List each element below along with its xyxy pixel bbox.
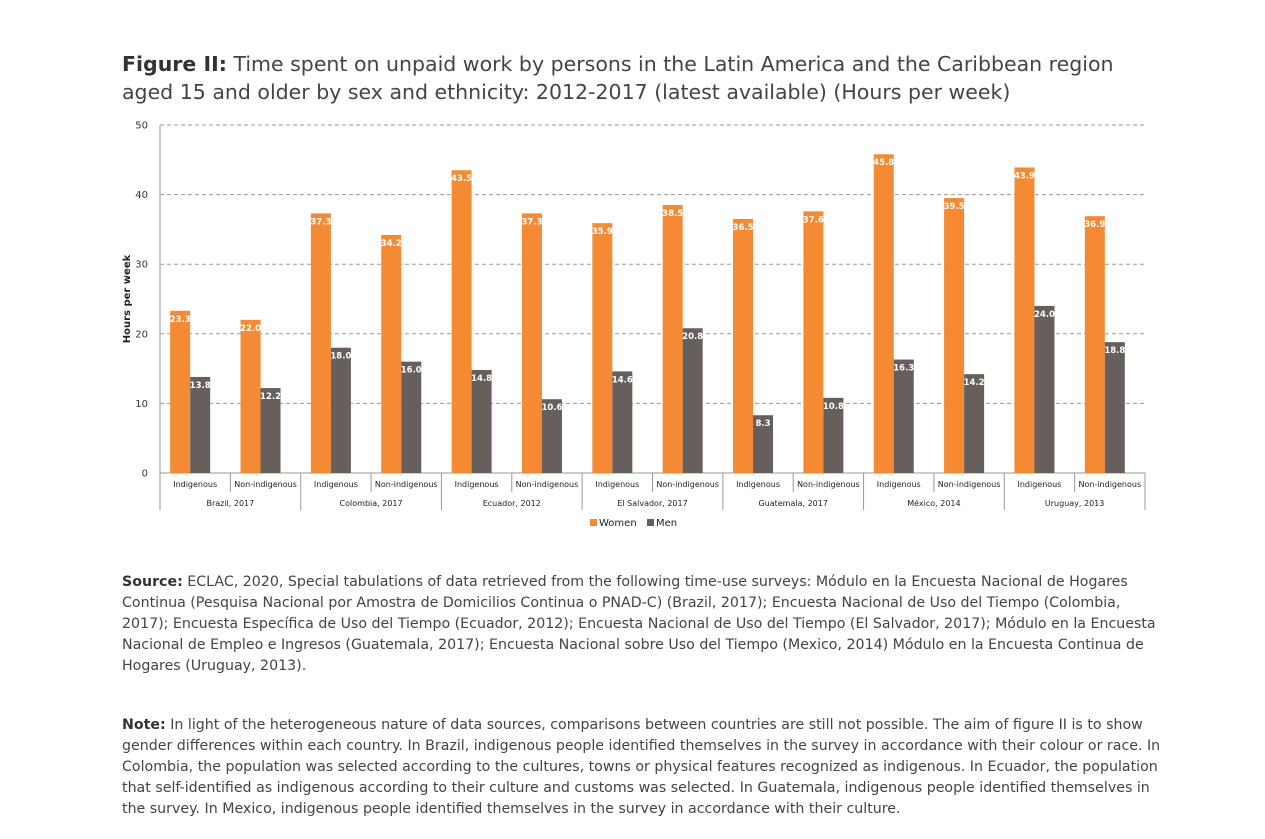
data-label: 34.2 (381, 239, 402, 249)
bar-women (381, 234, 402, 473)
data-label: 36.5 (733, 223, 754, 233)
data-label: 10.8 (823, 402, 844, 412)
bar-women (662, 205, 683, 473)
x-tick-label: Non-indigenous (938, 480, 1001, 489)
data-label: 38.5 (662, 209, 683, 219)
source-label: Source: (122, 574, 183, 590)
x-tick-label: Indigenous (1017, 480, 1061, 489)
data-label: 14.2 (964, 378, 985, 388)
data-label: 36.9 (1084, 220, 1105, 230)
y-tick-label: 30 (135, 260, 148, 271)
data-label: 23.3 (170, 315, 191, 325)
bar-men (260, 388, 281, 473)
y-tick-label: 40 (135, 190, 148, 201)
bar-women (310, 213, 331, 473)
data-label: 16.0 (401, 366, 422, 376)
figure-title: Figure II: Time spent on unpaid work by … (122, 50, 1162, 106)
bar-men (401, 361, 422, 473)
group-label: El Salvador, 2017 (617, 499, 687, 508)
group-label: Guatemala, 2017 (758, 499, 828, 508)
bar-women (873, 154, 894, 473)
legend-swatch-women (590, 519, 597, 526)
group-label: México, 2014 (907, 498, 960, 508)
bar-men (964, 374, 985, 473)
bar-women (240, 319, 261, 473)
bar-women (521, 213, 542, 473)
bar-men (471, 369, 492, 473)
bar-women (451, 170, 472, 474)
data-label: 10.6 (541, 403, 562, 413)
x-tick-label: Indigenous (595, 480, 639, 489)
data-label: 20.8 (682, 332, 703, 342)
data-label: 39.5 (944, 202, 965, 212)
y-axis-label: Hours per week (122, 254, 133, 343)
data-label: 16.3 (893, 364, 914, 374)
legend-label-men: Men (656, 518, 677, 529)
data-label: 22.0 (240, 324, 261, 334)
x-tick-label: Non-indigenous (797, 480, 860, 489)
bar-men (823, 397, 844, 473)
y-tick-label: 50 (135, 121, 148, 132)
figure-title-text: Time spent on unpaid work by persons in … (122, 52, 1114, 104)
x-tick-label: Indigenous (877, 480, 921, 489)
bar-men (753, 415, 774, 473)
group-label: Uruguay, 2013 (1045, 499, 1104, 508)
group-label: Ecuador, 2012 (483, 499, 541, 508)
bar-women (592, 223, 613, 473)
bar-men (190, 376, 211, 473)
source-paragraph: Source: ECLAC, 2020, Special tabulations… (122, 572, 1162, 677)
bar-men (1104, 342, 1125, 473)
y-tick-label: 10 (135, 399, 148, 410)
data-label: 37.6 (803, 215, 824, 225)
data-label: 37.3 (521, 217, 542, 227)
data-label: 14.8 (471, 374, 492, 384)
bar-women (170, 310, 191, 473)
data-label: 45.8 (873, 158, 894, 168)
bar-men (893, 359, 914, 473)
x-tick-label: Non-indigenous (656, 480, 719, 489)
x-tick-label: Non-indigenous (516, 480, 579, 489)
bar-women (733, 218, 754, 473)
group-label: Brazil, 2017 (206, 499, 254, 508)
bar-men (682, 328, 703, 473)
group-label: Colombia, 2017 (340, 499, 403, 508)
x-tick-label: Indigenous (736, 480, 780, 489)
data-label: 37.3 (310, 217, 331, 227)
bar-men (541, 399, 562, 473)
x-tick-label: Indigenous (455, 480, 499, 489)
source-text: ECLAC, 2020, Special tabulations of data… (122, 574, 1156, 674)
x-tick-label: Non-indigenous (375, 480, 438, 489)
x-tick-label: Non-indigenous (234, 480, 297, 489)
y-tick-label: 20 (135, 329, 148, 340)
bar-men (612, 371, 633, 473)
data-label: 13.8 (190, 381, 211, 391)
note-label: Note: (122, 717, 166, 733)
bar-men (330, 347, 351, 473)
x-tick-label: Indigenous (173, 480, 217, 489)
figure-title-prefix: Figure II: (122, 52, 227, 76)
bar-women (944, 198, 965, 473)
data-label: 18.8 (1104, 346, 1125, 356)
x-tick-label: Non-indigenous (1079, 480, 1142, 489)
data-label: 14.6 (612, 375, 633, 385)
legend-swatch-men (647, 519, 654, 526)
note-text: In light of the heterogeneous nature of … (122, 717, 1161, 817)
data-label: 12.2 (260, 392, 281, 402)
note-paragraph: Note: In light of the heterogeneous natu… (122, 715, 1162, 820)
x-tick-label: Indigenous (314, 480, 358, 489)
bar-men (1034, 305, 1055, 473)
bar-women (803, 211, 824, 473)
legend-label-women: Women (599, 518, 637, 529)
bar-women (1014, 167, 1035, 473)
data-label: 24.0 (1034, 310, 1055, 320)
bar-women (1084, 216, 1105, 473)
bar-chart: 0 10 20 30 40 50 Hours per week 23.3 22.0 37.3 34.… (122, 121, 1146, 529)
data-label: 43.5 (451, 174, 472, 184)
data-label: 43.9 (1014, 171, 1035, 181)
data-label: 35.9 (592, 227, 613, 237)
data-label: 18.0 (330, 352, 351, 362)
data-label: 8.3 (756, 419, 771, 429)
y-tick-label: 0 (142, 469, 148, 480)
